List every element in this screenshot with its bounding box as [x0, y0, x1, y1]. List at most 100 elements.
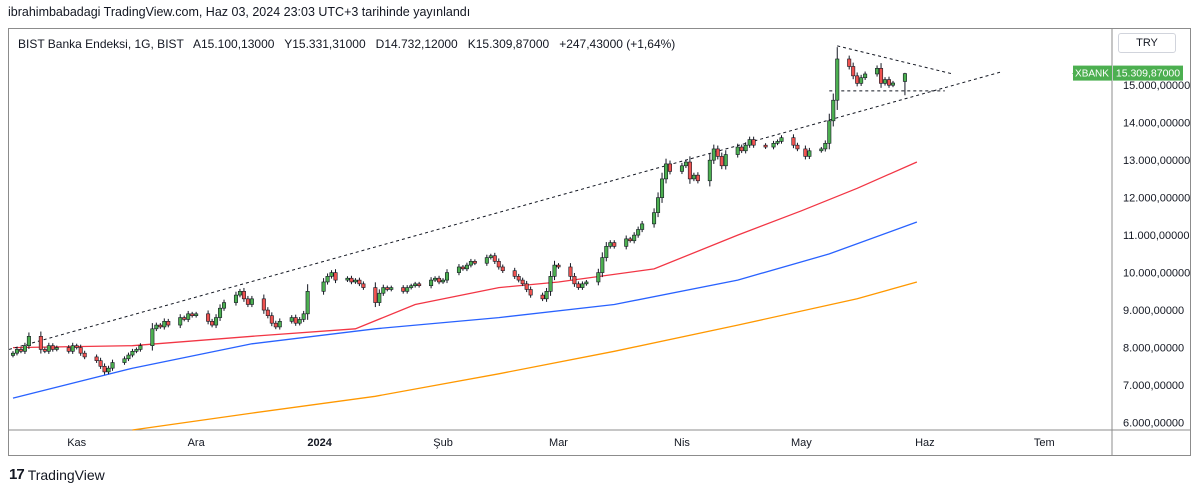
candle-body: [178, 317, 183, 326]
candle-body: [158, 324, 163, 328]
candle-body: [456, 266, 461, 273]
candle-body: [42, 349, 47, 352]
x-tick-label: Haz: [915, 437, 935, 449]
candle: [329, 270, 334, 279]
legend-symbol[interactable]: BIST Banka Endeksi, 1G, BIST: [18, 37, 184, 51]
candle: [775, 139, 780, 146]
candle-body: [14, 349, 19, 354]
candle: [357, 277, 362, 287]
candle: [687, 156, 692, 184]
candle-body: [162, 321, 167, 328]
candle: [612, 240, 617, 249]
candle-body: [875, 68, 880, 75]
candle-body: [66, 347, 71, 352]
candle-body: [301, 313, 306, 320]
candle: [803, 145, 808, 160]
candle: [580, 281, 585, 290]
candle: [779, 135, 784, 144]
candle-body: [468, 261, 473, 266]
candle: [707, 153, 712, 187]
candle-body: [668, 163, 673, 172]
candle-body: [652, 212, 657, 225]
candle-body: [381, 287, 386, 294]
candle-body: [711, 148, 716, 161]
candle-body: [361, 283, 366, 288]
candle: [540, 292, 545, 302]
candle-body: [683, 161, 688, 167]
moving-average-line-1: [12, 161, 918, 349]
moving-average-line-2: [12, 221, 918, 399]
legend-high: Y15.331,31000: [284, 37, 366, 51]
candle: [261, 294, 266, 314]
candle: [600, 252, 605, 278]
candle-body: [329, 272, 334, 277]
candle-body: [496, 261, 501, 268]
candle: [433, 276, 438, 282]
candle: [325, 273, 330, 285]
candle-body: [22, 345, 27, 352]
candle-body: [417, 283, 422, 287]
trendline-1: [8, 71, 1001, 350]
candle: [902, 72, 907, 96]
candle: [269, 312, 274, 327]
candle: [405, 285, 410, 294]
candle: [739, 144, 744, 154]
candle-body: [305, 291, 310, 315]
candle-body: [775, 141, 780, 144]
candle-body: [138, 345, 143, 350]
candle: [524, 280, 529, 293]
currency-button[interactable]: TRY: [1118, 33, 1176, 53]
candle-body: [572, 276, 577, 285]
candle-body: [377, 292, 382, 303]
candle-body: [130, 350, 135, 356]
candle-body: [887, 79, 892, 86]
tradingview-logo[interactable]: 17 TradingView: [9, 466, 105, 483]
candle: [150, 323, 155, 351]
candle: [98, 357, 103, 369]
candle: [222, 299, 227, 311]
candle: [289, 315, 294, 324]
candle: [660, 172, 665, 203]
candle-body: [345, 277, 350, 281]
candle-body: [492, 255, 497, 262]
candle: [691, 172, 696, 182]
candle: [74, 343, 79, 350]
candle: [22, 342, 27, 354]
candle-body: [902, 73, 907, 82]
candle-body: [38, 336, 43, 350]
candle: [596, 268, 601, 286]
candle: [429, 277, 434, 289]
candle-body: [409, 285, 414, 288]
candle: [484, 254, 489, 266]
candle-body: [863, 73, 868, 79]
candle-body: [771, 143, 776, 148]
candle: [516, 273, 521, 283]
symbol-tag-bg: [1073, 65, 1112, 81]
candle: [206, 310, 211, 325]
candle-body: [389, 287, 394, 290]
candle: [683, 159, 688, 169]
candle: [552, 260, 557, 281]
candle-body: [855, 75, 860, 84]
candle: [245, 295, 250, 308]
candle-body: [98, 360, 103, 367]
candle-body: [194, 313, 199, 316]
candle: [668, 160, 673, 175]
candle: [265, 307, 270, 319]
candle: [373, 282, 378, 308]
x-tick-label: Tem: [1034, 437, 1055, 449]
candle: [568, 263, 573, 280]
candle-body: [807, 150, 812, 157]
candle-body: [70, 345, 75, 352]
candle: [349, 275, 354, 285]
x-tick-label: 2024: [307, 437, 332, 449]
candle: [679, 162, 684, 175]
candle: [652, 208, 657, 228]
candle: [130, 348, 135, 358]
candle-body: [596, 272, 601, 283]
candle-body: [719, 156, 724, 167]
y-tick-label: 6.000,00000: [1123, 418, 1184, 430]
candle-body: [691, 174, 696, 180]
candle-body: [472, 261, 477, 264]
